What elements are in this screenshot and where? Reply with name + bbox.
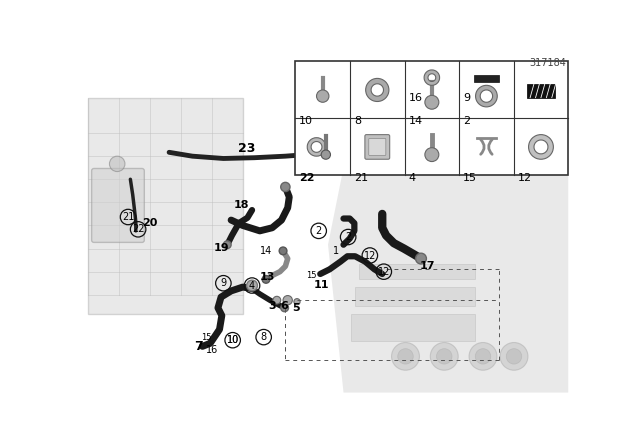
Circle shape [246,280,257,291]
Text: 15: 15 [306,271,316,280]
FancyBboxPatch shape [365,134,390,159]
Wedge shape [365,78,389,102]
Text: 7: 7 [194,340,203,353]
Polygon shape [328,129,568,392]
Text: 1: 1 [333,246,339,256]
Text: 9: 9 [220,278,227,288]
Text: 21: 21 [122,212,134,222]
Circle shape [281,182,290,192]
Bar [351,314,476,341]
Text: 8: 8 [354,116,361,126]
Circle shape [273,296,281,304]
Text: 17: 17 [419,261,435,271]
Bar [474,74,499,82]
Text: 19: 19 [213,243,229,253]
Circle shape [430,343,458,370]
Circle shape [392,343,419,370]
Circle shape [425,95,439,109]
Text: 2: 2 [316,226,322,236]
Text: 15: 15 [201,332,212,342]
Text: 22: 22 [132,224,145,234]
Circle shape [109,156,125,172]
FancyBboxPatch shape [527,84,555,98]
Text: 13: 13 [260,272,275,282]
Circle shape [506,349,522,364]
Wedge shape [424,70,440,85]
Text: 14: 14 [260,246,272,256]
Circle shape [500,343,528,370]
Circle shape [262,276,270,283]
Text: 20: 20 [142,218,157,228]
Text: 18: 18 [234,200,249,210]
Text: 3: 3 [268,302,276,311]
Text: 5: 5 [292,303,300,313]
Circle shape [436,349,452,364]
Circle shape [425,148,439,162]
Circle shape [397,349,413,364]
Text: 16: 16 [408,93,422,103]
Circle shape [476,349,491,364]
Text: 10: 10 [300,116,314,126]
Circle shape [223,241,231,249]
Circle shape [294,299,300,305]
Circle shape [321,150,330,159]
Text: 12: 12 [364,250,376,260]
Text: 11: 11 [314,280,330,290]
Text: 6: 6 [281,302,289,311]
Bar [88,99,243,314]
Circle shape [469,343,497,370]
Text: 4: 4 [408,173,415,183]
Text: 10: 10 [227,335,239,345]
Circle shape [415,253,426,264]
Text: 15: 15 [463,173,477,183]
Text: 317184: 317184 [529,58,566,69]
Circle shape [281,304,289,312]
FancyBboxPatch shape [369,138,386,155]
Circle shape [279,247,287,255]
Text: 9: 9 [463,93,470,103]
Text: 12: 12 [518,173,532,183]
Text: 10: 10 [227,335,239,345]
Bar [359,264,476,280]
Text: 8: 8 [260,332,267,342]
Text: 4: 4 [249,280,255,291]
Text: 12: 12 [378,267,390,277]
Bar [355,287,476,306]
Text: 2: 2 [345,232,351,242]
Text: 2: 2 [463,116,470,126]
Circle shape [283,296,292,305]
Text: 23: 23 [238,142,255,155]
Circle shape [317,90,329,102]
Text: 16: 16 [205,345,218,355]
Wedge shape [476,85,497,107]
Text: 22: 22 [300,173,315,183]
Wedge shape [529,134,554,159]
Text: 21: 21 [354,173,368,183]
Bar [296,61,568,176]
Text: 14: 14 [408,116,422,126]
Wedge shape [307,138,326,156]
FancyBboxPatch shape [92,168,145,242]
